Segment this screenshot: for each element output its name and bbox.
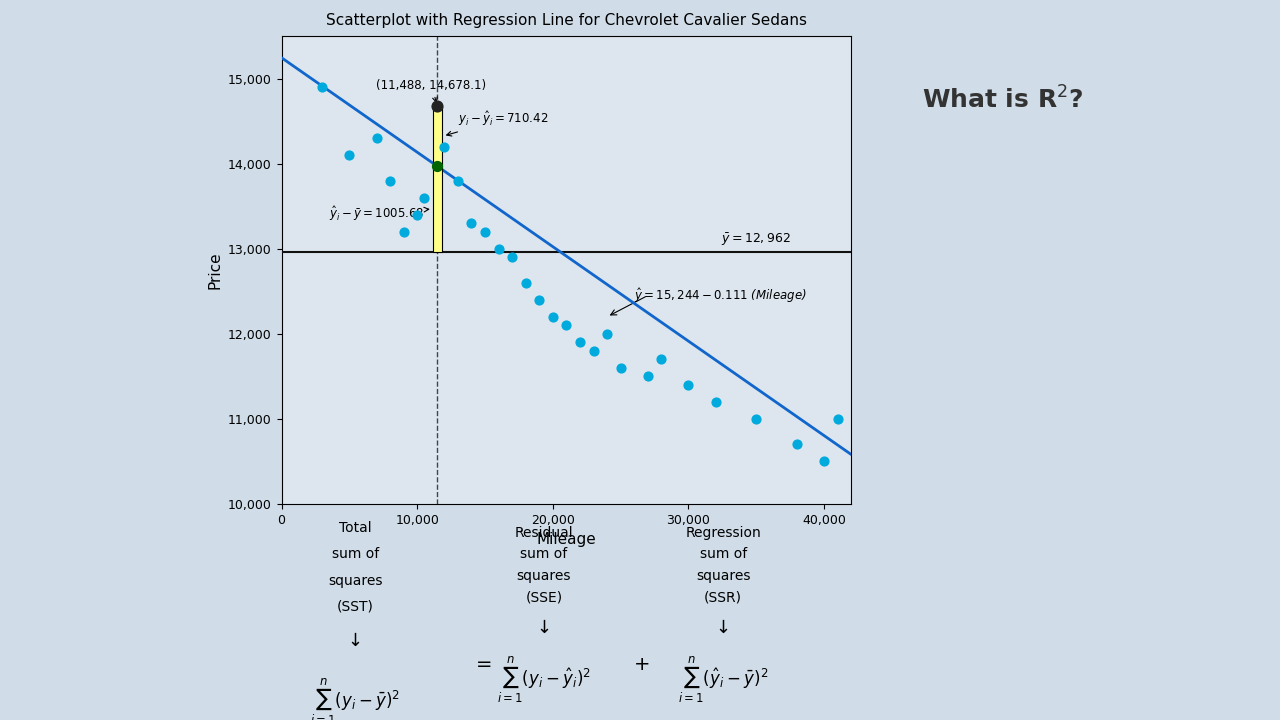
Point [366, 132, 387, 144]
Text: ↓: ↓ [348, 632, 362, 650]
Point [448, 175, 468, 186]
Text: sum of: sum of [700, 547, 746, 561]
Text: (11,488, 14,678.1): (11,488, 14,678.1) [376, 79, 486, 102]
Point [393, 226, 413, 238]
Point [746, 413, 767, 425]
Point [312, 81, 333, 93]
Point [557, 320, 577, 331]
Point [407, 209, 428, 220]
Point [428, 100, 448, 112]
Y-axis label: Price: Price [207, 251, 223, 289]
Point [678, 379, 699, 391]
Point [489, 243, 509, 254]
Point [611, 362, 631, 374]
Point [529, 294, 549, 305]
Text: squares: squares [696, 569, 750, 582]
Text: $y_i - \hat{y}_i = 710.42$: $y_i - \hat{y}_i = 710.42$ [447, 109, 548, 136]
Point [584, 345, 604, 356]
Point [339, 149, 360, 161]
Text: What is R$^2$?: What is R$^2$? [922, 86, 1083, 114]
Title: Scatterplot with Regression Line for Chevrolet Cavalier Sedans: Scatterplot with Regression Line for Che… [326, 13, 806, 28]
X-axis label: Mileage: Mileage [536, 532, 596, 547]
Text: sum of: sum of [332, 547, 379, 562]
Text: sum of: sum of [521, 547, 567, 561]
Point [637, 371, 658, 382]
Point [434, 141, 454, 153]
Point [502, 251, 522, 263]
Point [814, 456, 835, 467]
Point [516, 277, 536, 289]
Text: =: = [476, 655, 492, 674]
Text: Residual: Residual [515, 526, 573, 539]
Text: Total: Total [339, 521, 371, 535]
Point [827, 413, 847, 425]
Text: Regression: Regression [685, 526, 762, 539]
Point [652, 354, 672, 365]
Text: $\hat{y}=15,244-0.111$ (Mileage): $\hat{y}=15,244-0.111$ (Mileage) [634, 286, 806, 305]
Text: squares: squares [517, 569, 571, 582]
Text: $\hat{y}_i - \bar{y} = 1005.68$: $\hat{y}_i - \bar{y} = 1005.68$ [329, 204, 429, 222]
Text: $\sum_{i=1}^{n}(y_i - \hat{y}_i)^2$: $\sum_{i=1}^{n}(y_i - \hat{y}_i)^2$ [497, 655, 591, 706]
Text: $\sum_{i=1}^{n}(y_i - \bar{y})^2$: $\sum_{i=1}^{n}(y_i - \bar{y})^2$ [310, 677, 401, 720]
Text: $\bar{y} = 12,962$: $\bar{y} = 12,962$ [722, 232, 791, 248]
Point [543, 311, 563, 323]
Point [787, 438, 808, 450]
FancyBboxPatch shape [433, 106, 442, 166]
Text: ↓: ↓ [716, 619, 731, 637]
Text: $\sum_{i=1}^{n}(\hat{y}_i - \bar{y})^2$: $\sum_{i=1}^{n}(\hat{y}_i - \bar{y})^2$ [678, 655, 768, 706]
Text: +: + [635, 655, 650, 674]
Text: (SSE): (SSE) [525, 590, 563, 604]
Point [428, 161, 448, 172]
Text: ↓: ↓ [536, 619, 552, 637]
Text: (SST): (SST) [337, 600, 374, 614]
Point [475, 226, 495, 238]
Point [570, 336, 590, 348]
Point [705, 396, 726, 408]
Text: (SSR): (SSR) [704, 590, 742, 604]
Point [596, 328, 617, 340]
Point [413, 192, 434, 204]
FancyBboxPatch shape [433, 166, 442, 252]
Point [461, 217, 481, 229]
Text: squares: squares [328, 574, 383, 588]
Point [380, 175, 401, 186]
Point [428, 100, 448, 112]
